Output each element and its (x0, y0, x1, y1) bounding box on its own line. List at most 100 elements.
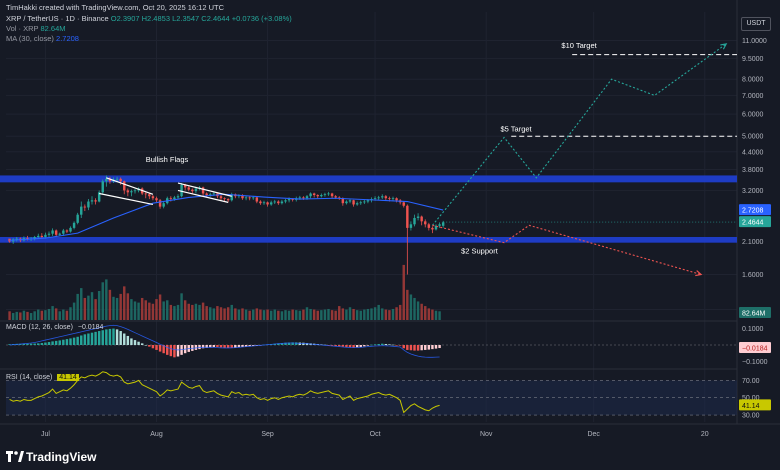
candle-body (298, 197, 302, 199)
macd-histogram-bar (230, 345, 233, 348)
candle (40, 233, 44, 239)
candle-body (65, 230, 69, 232)
candle (420, 215, 423, 226)
symbol-title[interactable]: XRP / TetherUS · 1D · Binance (6, 14, 109, 23)
volume-bar (158, 294, 162, 320)
volume-bar (191, 304, 194, 320)
price-axes[interactable]: 11.0000 9.5000 8.0000 7.0000 6.0000 5.0000 4.4… (41, 38, 771, 438)
candle-body (259, 201, 262, 204)
macd-histogram-bar (90, 332, 94, 345)
drawing-tools[interactable] (99, 43, 737, 277)
candle (355, 201, 359, 206)
volume-bar (409, 294, 413, 320)
volume-bar (366, 308, 370, 320)
macd-histogram-bar (244, 345, 248, 347)
candle-body (334, 196, 337, 198)
volume-bar (420, 303, 423, 320)
candle (312, 192, 316, 198)
candle-body (158, 200, 162, 207)
last-price-badge: 2.4644 (739, 216, 771, 228)
macd-histogram-bar (205, 345, 208, 348)
candle-body (427, 224, 431, 228)
price-tick-label: 7.0000 (742, 93, 764, 100)
tradingview-logo-icon[interactable] (6, 451, 24, 463)
rsi-legend-label[interactable]: RSI (14, close) (6, 374, 53, 381)
volume-bar (320, 310, 323, 320)
macd-histogram-bar (173, 345, 176, 358)
candle-body (266, 202, 269, 205)
candle-body (183, 184, 187, 188)
candle (309, 192, 312, 199)
volume-bar (187, 303, 190, 320)
price-candles[interactable] (8, 175, 445, 275)
candle-body (312, 193, 316, 196)
candle-body (58, 233, 61, 235)
macd-histogram-bar (144, 345, 147, 346)
macd-tick-label: 0.1000 (742, 326, 764, 333)
candle-body (133, 190, 137, 192)
macd-histogram-bar (398, 345, 402, 346)
volume-bar (216, 306, 219, 320)
volume-bar (123, 286, 126, 320)
price-tick-label: 1.6000 (742, 272, 764, 279)
candle-body (162, 203, 165, 207)
candle-body (352, 200, 355, 205)
macd-histogram-bar (201, 345, 205, 349)
candle-body (144, 193, 147, 195)
volume-bar (237, 309, 241, 320)
volume-bar (334, 310, 337, 320)
candle-body (62, 230, 65, 234)
price-tick-label: 3.2000 (742, 188, 764, 195)
macd-histogram-bar (355, 345, 359, 348)
candle (269, 200, 273, 206)
tradingview-logo-text[interactable]: TradingView (26, 450, 97, 464)
macd-histogram-bar (209, 345, 212, 348)
macd-legend-label[interactable]: MACD (12, 26, close) (6, 324, 73, 331)
macd-histogram-bar (176, 345, 180, 357)
volume-bar (230, 304, 233, 320)
currency-badge[interactable]: USDT (741, 17, 771, 31)
time-tick-label: 20 (701, 431, 709, 438)
candle-body (212, 193, 216, 195)
volume-legend-label[interactable]: Vol · XRP (6, 24, 39, 33)
candle (101, 179, 104, 195)
ma-legend-label[interactable]: MA (30, close) (6, 34, 54, 43)
price-tick-label: 2.1000 (742, 239, 764, 246)
rsi-line (9, 371, 440, 414)
volume-bar (338, 306, 341, 320)
macd-histogram-bar (420, 345, 423, 351)
candle (205, 192, 208, 198)
volume-bar (97, 291, 101, 320)
rsi-tick-label: 30.00 (742, 413, 760, 420)
candle (37, 233, 40, 239)
candle (384, 195, 388, 201)
candle-body (37, 235, 40, 237)
volume-bar (316, 310, 319, 320)
candle (123, 180, 126, 195)
macd-histogram-bar (413, 345, 416, 351)
macd-histogram-bar (69, 338, 72, 345)
candle-body (252, 197, 255, 199)
volume-bar (309, 308, 312, 320)
macd-histogram-bar (148, 345, 151, 347)
macd-histogram-bar (169, 345, 173, 357)
candle-body (151, 196, 155, 199)
volume-bar (384, 309, 388, 320)
candle (255, 196, 259, 204)
macd-histogram-bar (223, 345, 226, 348)
volume-bar (169, 304, 173, 320)
candle (381, 194, 384, 200)
macd-histogram-bar (434, 345, 438, 349)
candle (226, 198, 230, 203)
macd-value-badge: −0.0184 (739, 342, 771, 354)
candle (284, 199, 287, 204)
volume-bar (416, 301, 420, 320)
macd-histogram-bar (158, 345, 162, 352)
macd-histogram-bar (29, 343, 33, 345)
flag-0-top-line (106, 177, 154, 195)
macd-histogram-bar (291, 342, 294, 345)
macd-histogram-bar (62, 339, 65, 345)
macd-histogram-bar (373, 344, 377, 345)
candle (262, 200, 266, 205)
volume-bar (255, 308, 259, 320)
